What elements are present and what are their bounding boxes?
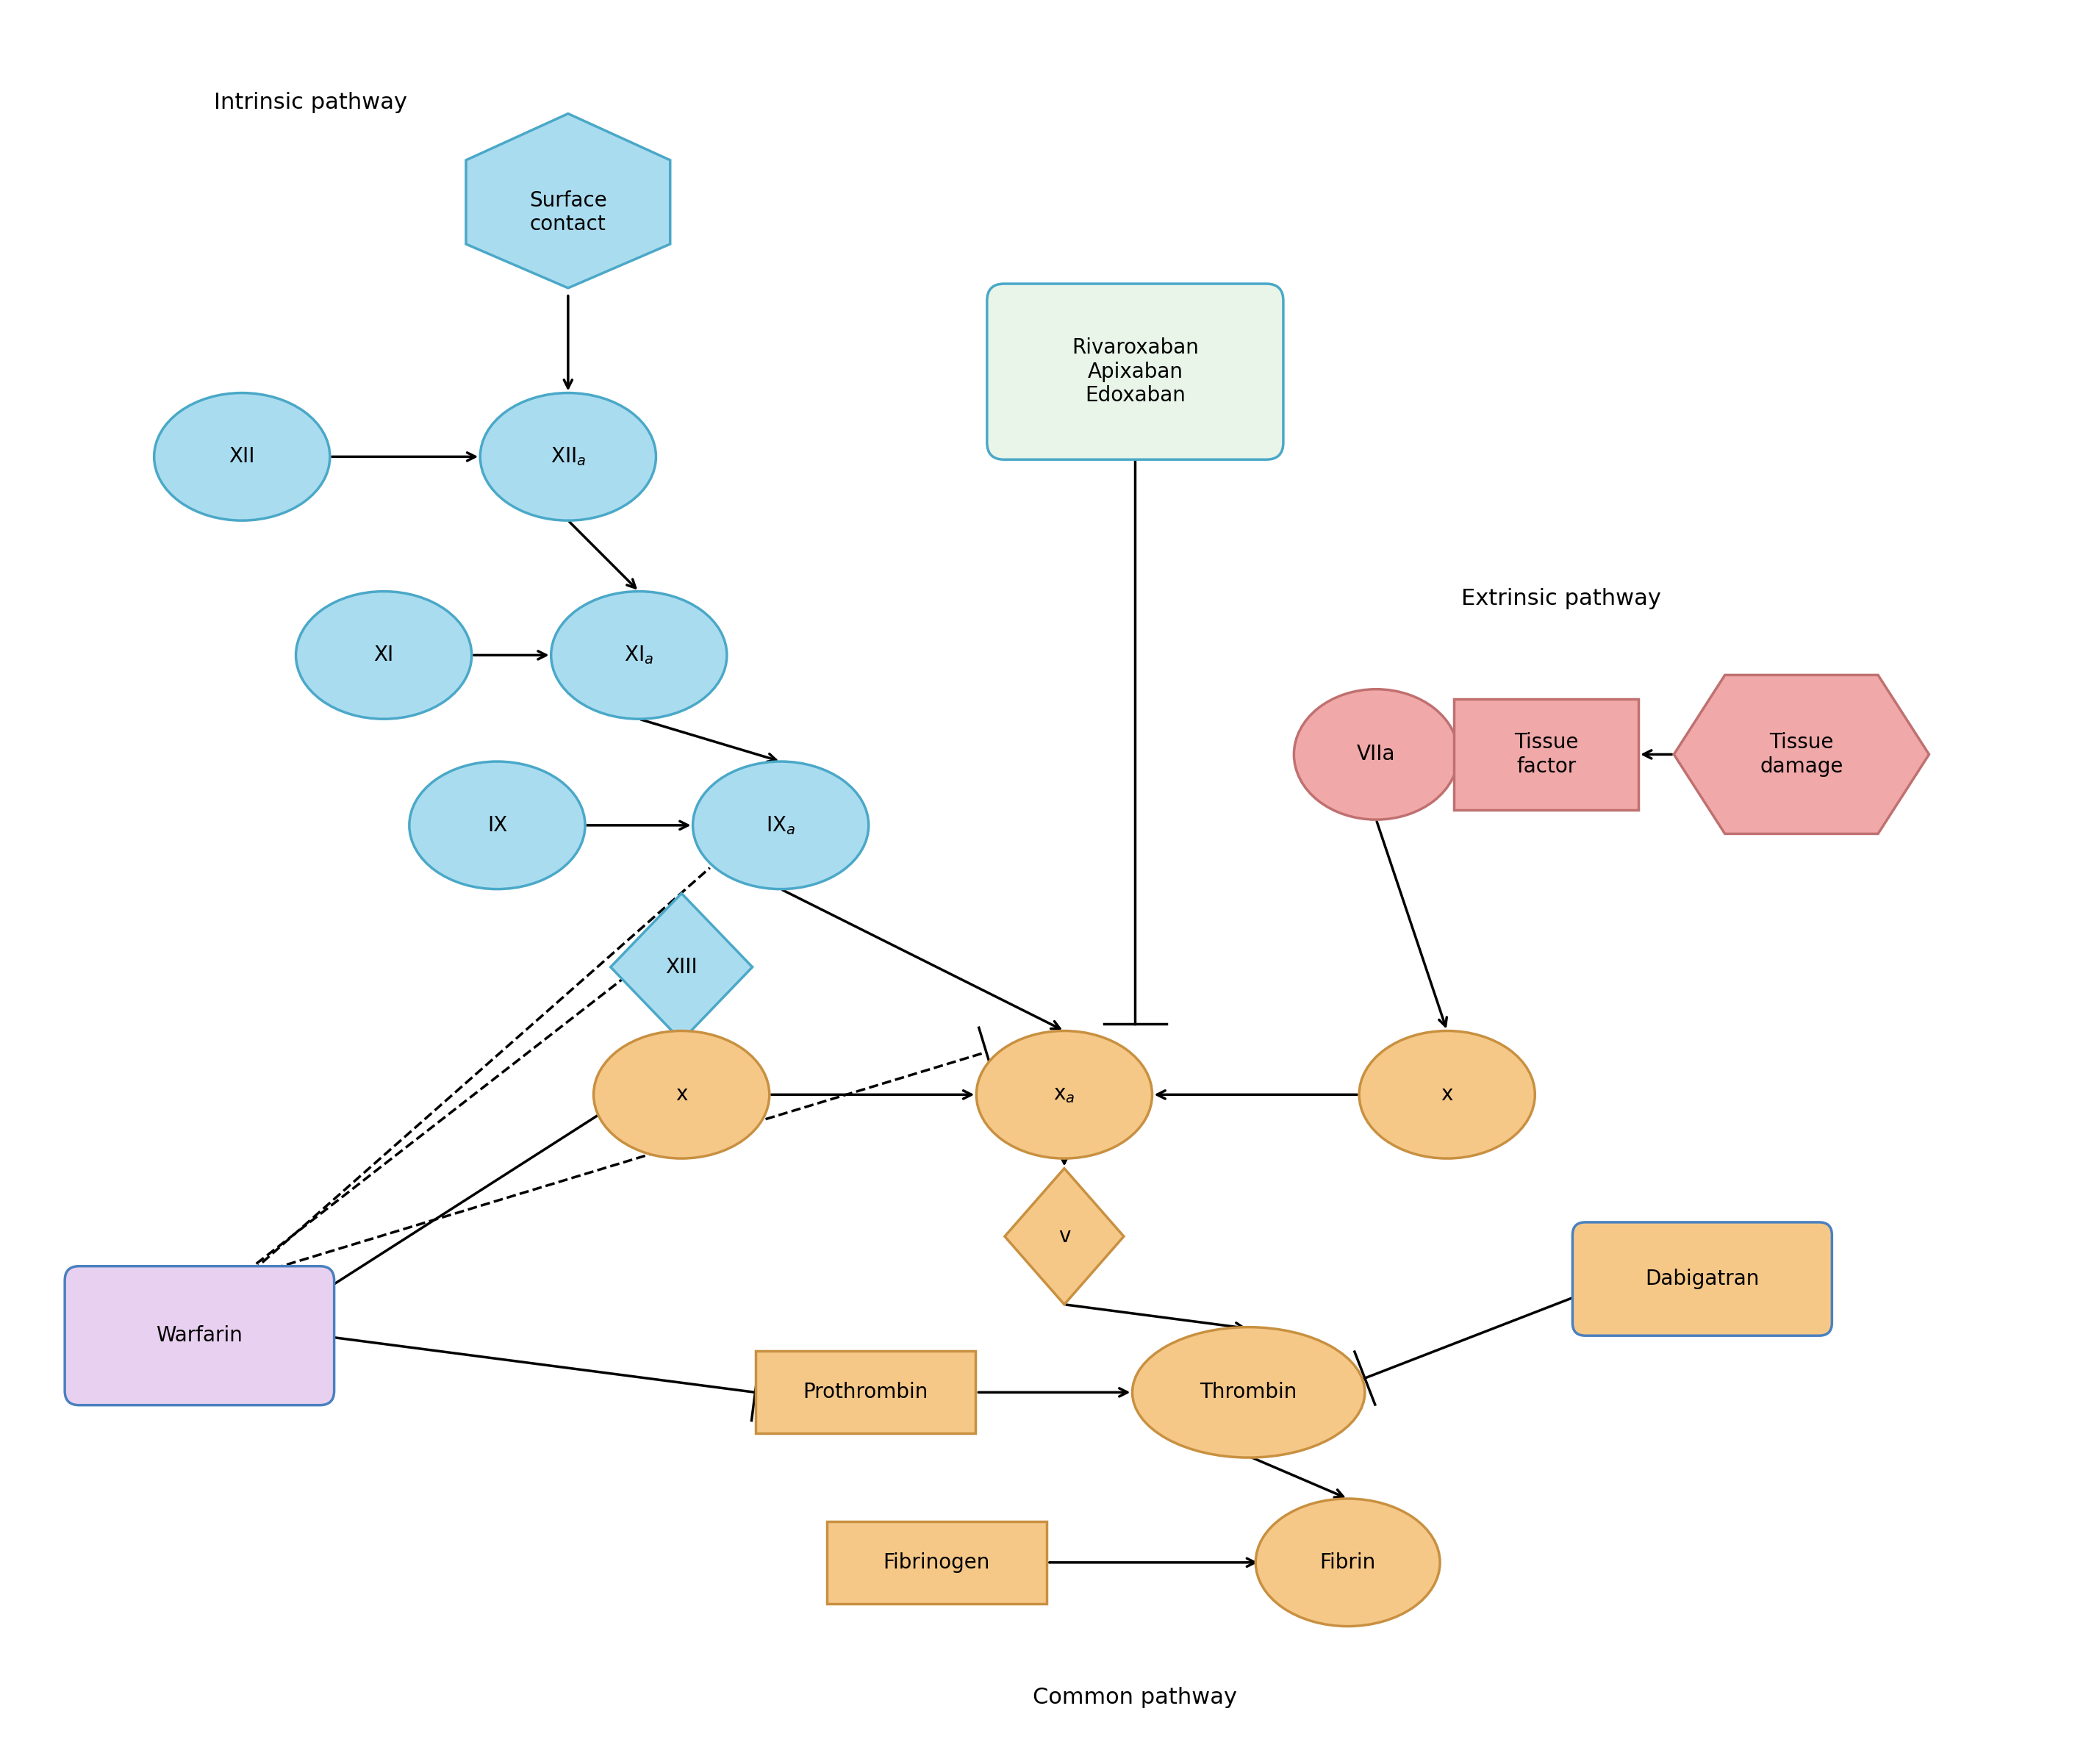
Text: Intrinsic pathway: Intrinsic pathway [213, 92, 407, 113]
FancyBboxPatch shape [826, 1521, 1047, 1603]
Ellipse shape [1360, 1030, 1535, 1159]
Polygon shape [465, 113, 670, 288]
Ellipse shape [409, 762, 584, 889]
Ellipse shape [1133, 1327, 1364, 1457]
Text: IX$_a$: IX$_a$ [766, 815, 795, 836]
Text: Extrinsic pathway: Extrinsic pathway [1460, 587, 1660, 609]
Ellipse shape [976, 1030, 1151, 1159]
Text: x: x [676, 1085, 688, 1104]
Text: VIIa: VIIa [1356, 744, 1396, 766]
Ellipse shape [1293, 690, 1458, 820]
Ellipse shape [551, 591, 726, 720]
FancyBboxPatch shape [1454, 699, 1638, 810]
Text: Dabigatran: Dabigatran [1646, 1268, 1758, 1289]
Text: IX: IX [488, 815, 507, 836]
Ellipse shape [480, 393, 655, 520]
Text: XII: XII [229, 446, 254, 467]
Polygon shape [1673, 676, 1930, 834]
FancyBboxPatch shape [755, 1351, 976, 1434]
Ellipse shape [693, 762, 868, 889]
Text: Thrombin: Thrombin [1199, 1381, 1297, 1402]
Text: Warfarin: Warfarin [156, 1325, 242, 1346]
Text: XIII: XIII [665, 956, 697, 977]
Text: Common pathway: Common pathway [1033, 1686, 1237, 1708]
Ellipse shape [296, 591, 471, 720]
Text: v: v [1058, 1226, 1070, 1247]
Ellipse shape [595, 1030, 770, 1159]
Text: XII$_a$: XII$_a$ [551, 446, 586, 467]
Text: Fibrin: Fibrin [1320, 1552, 1377, 1573]
Text: Surface
contact: Surface contact [530, 191, 607, 235]
Polygon shape [1005, 1168, 1124, 1304]
FancyBboxPatch shape [65, 1267, 334, 1406]
Text: x: x [1441, 1085, 1454, 1104]
Ellipse shape [154, 393, 330, 520]
Text: Tissue
damage: Tissue damage [1761, 732, 1844, 776]
Text: x$_a$: x$_a$ [1053, 1085, 1074, 1104]
Text: Tissue
factor: Tissue factor [1514, 732, 1579, 776]
FancyBboxPatch shape [1573, 1222, 1832, 1335]
Text: Prothrombin: Prothrombin [803, 1381, 928, 1402]
Text: XI$_a$: XI$_a$ [624, 644, 653, 667]
FancyBboxPatch shape [987, 284, 1283, 460]
Text: XI: XI [373, 646, 394, 665]
Text: Fibrinogen: Fibrinogen [882, 1552, 991, 1573]
Polygon shape [611, 893, 753, 1041]
Ellipse shape [1256, 1499, 1439, 1626]
Text: Rivaroxaban
Apixaban
Edoxaban: Rivaroxaban Apixaban Edoxaban [1072, 337, 1199, 406]
